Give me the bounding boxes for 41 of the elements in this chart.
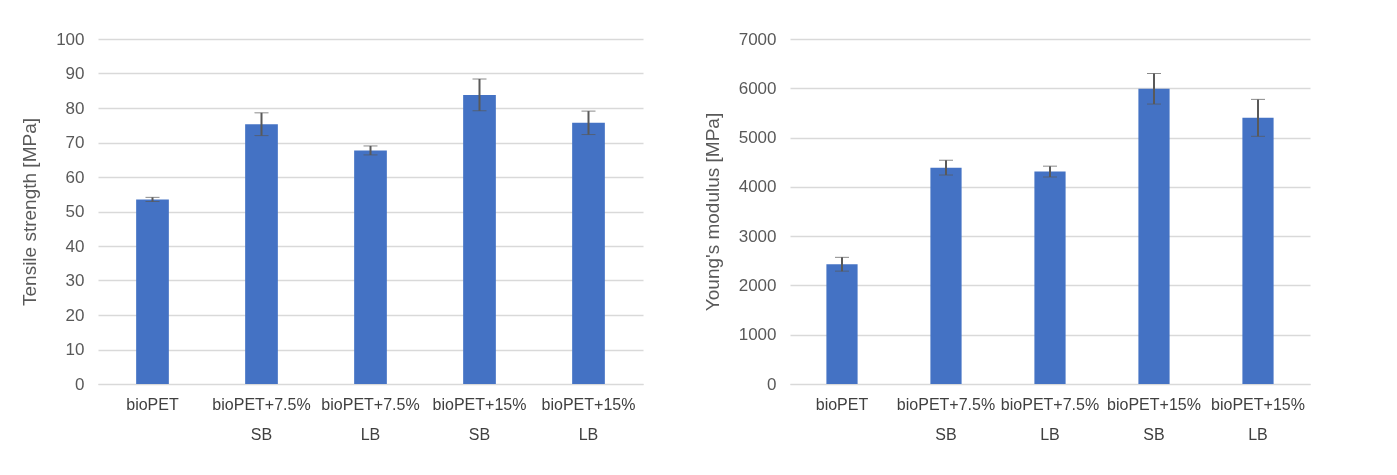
bar [930, 167, 962, 384]
y-tick-label: 1000 [738, 325, 777, 345]
x-tick-label: bioPET+15% SB [1107, 395, 1201, 443]
y-tick-label: 100 [56, 29, 85, 49]
bar [245, 124, 278, 384]
x-tick-label: bioPET+7.5% LB [321, 395, 420, 443]
y-tick-label: 0 [767, 374, 777, 394]
y-tick-label: 80 [65, 98, 85, 118]
bar [1138, 88, 1170, 384]
y-tick-label: 10 [65, 340, 85, 359]
y-axis-title: Young's modulus [MPa] [701, 112, 723, 312]
x-tick-label: bioPET [126, 395, 179, 413]
y-tick-label: 40 [65, 236, 85, 256]
y-tick-label: 6000 [738, 78, 777, 98]
bar [354, 150, 387, 384]
y-tick-label: 5000 [738, 128, 777, 148]
y-tick-label: 50 [65, 202, 85, 221]
y-tick-label: 20 [65, 305, 85, 325]
y-tick-label: 90 [65, 64, 85, 83]
x-tick-label: bioPET+15% LB [541, 395, 636, 443]
x-tick-label: bioPET+7.5% SB [212, 395, 311, 443]
y-tick-label: 4000 [738, 177, 777, 197]
bar [572, 122, 605, 384]
y-tick-label: 70 [65, 133, 85, 152]
bar [1034, 171, 1066, 384]
y-tick-label: 2000 [738, 275, 777, 295]
bar [463, 94, 496, 384]
y-tick-label: 3000 [738, 226, 777, 246]
x-tick-label: bioPET+15% SB [432, 395, 527, 443]
y-tick-label: 30 [65, 271, 85, 290]
bar [1242, 117, 1274, 384]
x-tick-label: bioPET+15% LB [1211, 395, 1305, 443]
x-tick-label: bioPET [815, 395, 869, 413]
bar [136, 199, 169, 384]
x-tick-label: bioPET+7.5% LB [1000, 395, 1100, 443]
y-tick-label: 60 [65, 167, 85, 187]
x-tick-label: bioPET+7.5% SB [896, 395, 996, 443]
y-tick-label: 0 [75, 374, 85, 394]
y-tick-label: 7000 [738, 29, 777, 49]
y-axis-title: Tensile strength [MPa] [19, 118, 41, 306]
bar [826, 264, 858, 384]
